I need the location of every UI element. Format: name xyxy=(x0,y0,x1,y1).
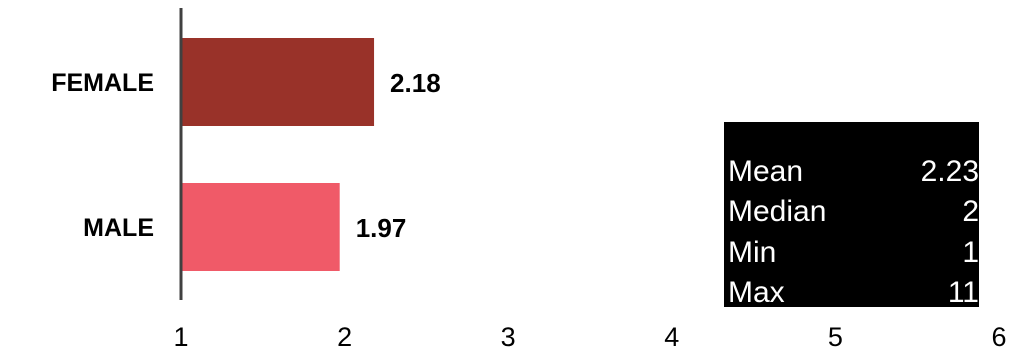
stat-row-max: Max 11 xyxy=(724,268,979,309)
stat-label: Max xyxy=(728,276,785,309)
x-tick-label: 1 xyxy=(173,322,188,352)
stat-label: Median xyxy=(728,195,827,228)
category-label: FEMALE xyxy=(51,69,154,97)
x-tick-label: 6 xyxy=(991,322,1006,352)
category-label: MALE xyxy=(83,214,154,242)
x-tick-label: 2 xyxy=(337,322,352,352)
x-tick-label: 3 xyxy=(501,322,516,352)
stat-value: 11 xyxy=(947,276,979,309)
bar-male xyxy=(181,183,340,271)
value-label: 1.97 xyxy=(356,213,407,243)
stat-label: Min xyxy=(728,235,777,269)
summary-stats-box: Mean 2.23 Median 2 Min 1 Max 11 xyxy=(724,122,979,309)
x-tick-label: 5 xyxy=(828,322,843,352)
stat-row-median: Median 2 xyxy=(724,187,979,228)
stat-label: Mean xyxy=(728,154,804,188)
stat-value: 2 xyxy=(962,195,979,228)
stat-value: 1 xyxy=(962,235,979,269)
stat-row-mean: Mean 2.23 xyxy=(724,146,979,187)
stat-row-min: Min 1 xyxy=(724,227,979,268)
value-label: 2.18 xyxy=(390,68,441,98)
stat-value: 2.23 xyxy=(920,154,979,188)
bars-group: FEMALE 2.18 MALE 1.97 xyxy=(51,38,441,271)
x-tick-label: 4 xyxy=(664,322,679,352)
x-tick-labels: 1 2 3 4 5 6 xyxy=(173,322,1006,352)
bar-female xyxy=(181,38,375,126)
